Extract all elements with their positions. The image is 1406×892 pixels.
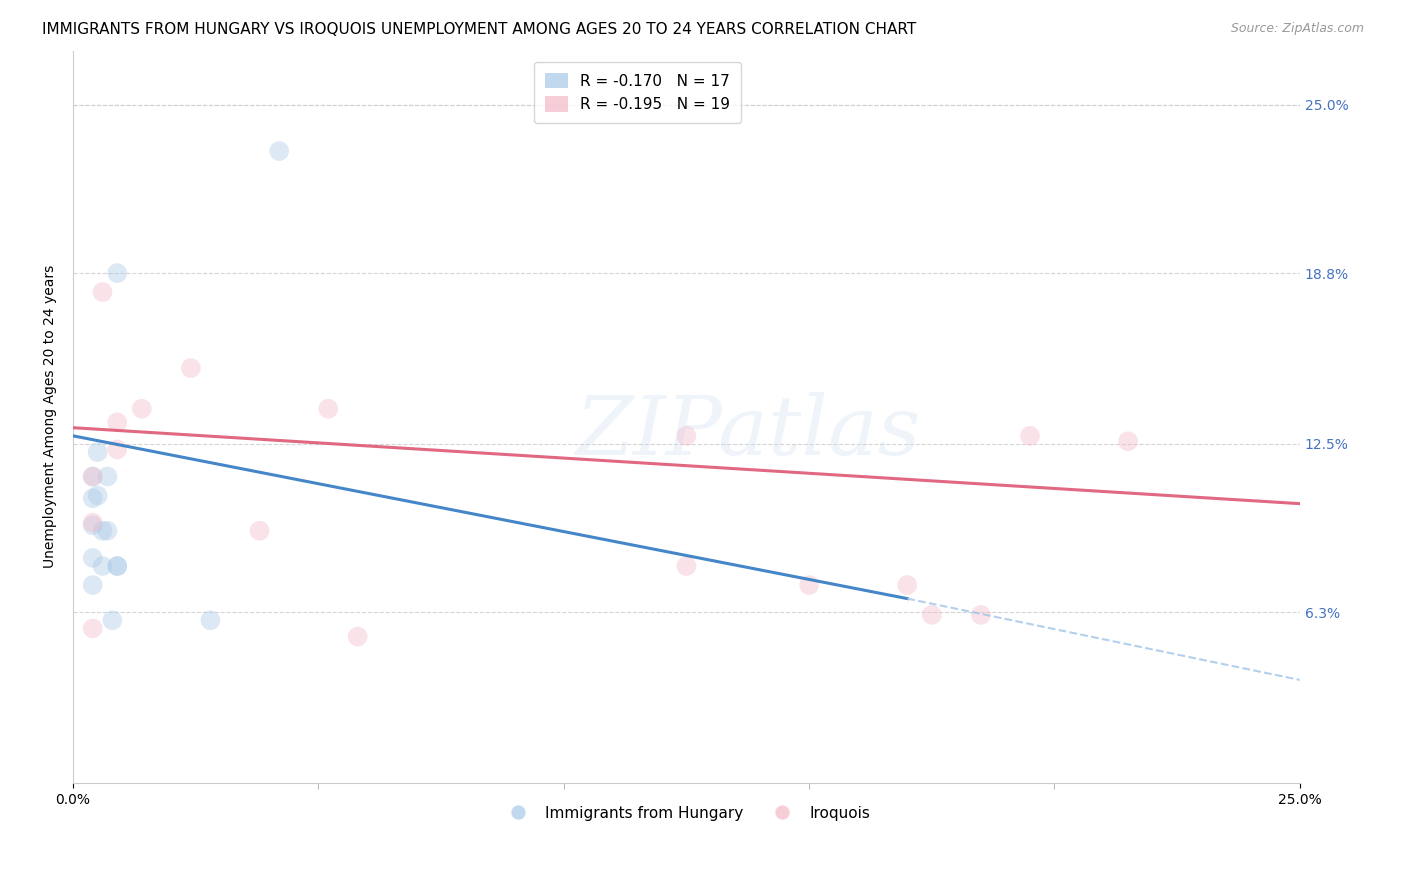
Point <box>105 559 128 574</box>
Point <box>91 524 114 538</box>
Point <box>105 442 128 457</box>
Point <box>797 578 820 592</box>
Point <box>96 524 118 538</box>
Point <box>82 578 104 592</box>
Point <box>346 630 368 644</box>
Point <box>82 469 104 483</box>
Point <box>316 401 339 416</box>
Point <box>96 469 118 483</box>
Point <box>105 266 128 280</box>
Legend: Immigrants from Hungary, Iroquois: Immigrants from Hungary, Iroquois <box>496 799 876 827</box>
Point <box>921 607 943 622</box>
Point <box>82 469 104 483</box>
Point <box>131 401 153 416</box>
Text: Source: ZipAtlas.com: Source: ZipAtlas.com <box>1230 22 1364 36</box>
Point <box>200 613 222 627</box>
Point <box>249 524 271 538</box>
Point <box>675 559 697 574</box>
Point <box>82 491 104 506</box>
Point <box>101 613 124 627</box>
Point <box>91 559 114 574</box>
Point <box>82 550 104 565</box>
Point <box>105 415 128 429</box>
Point <box>86 489 108 503</box>
Point <box>82 622 104 636</box>
Point <box>675 429 697 443</box>
Point <box>970 607 993 622</box>
Text: ZIPatlas: ZIPatlas <box>575 392 921 472</box>
Point <box>1116 434 1139 449</box>
Point <box>86 445 108 459</box>
Text: IMMIGRANTS FROM HUNGARY VS IROQUOIS UNEMPLOYMENT AMONG AGES 20 TO 24 YEARS CORRE: IMMIGRANTS FROM HUNGARY VS IROQUOIS UNEM… <box>42 22 917 37</box>
Point <box>82 516 104 530</box>
Point <box>1019 429 1042 443</box>
Point <box>269 144 291 158</box>
Point <box>105 559 128 574</box>
Point <box>82 518 104 533</box>
Point <box>91 285 114 299</box>
Point <box>180 361 202 376</box>
Y-axis label: Unemployment Among Ages 20 to 24 years: Unemployment Among Ages 20 to 24 years <box>44 265 58 568</box>
Point <box>896 578 918 592</box>
